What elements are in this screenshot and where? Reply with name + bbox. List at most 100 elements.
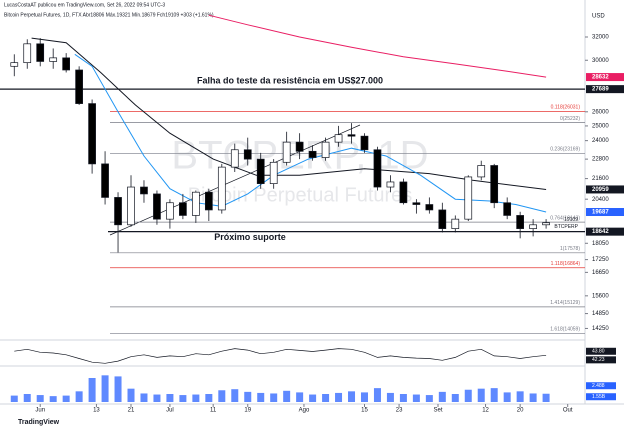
candle-body bbox=[516, 215, 524, 229]
candle-body bbox=[217, 166, 226, 211]
x-tick-label: 11 bbox=[210, 408, 217, 414]
x-tick-label: Set bbox=[433, 408, 442, 414]
candle-body bbox=[412, 202, 421, 205]
y-tick-label: 16650 bbox=[592, 270, 609, 276]
volume-bar bbox=[88, 378, 96, 402]
candle-body bbox=[256, 158, 265, 184]
fib-label: 0(25232) bbox=[560, 116, 580, 122]
candle-body bbox=[114, 197, 122, 226]
moving-average bbox=[208, 14, 547, 78]
candle-body bbox=[140, 186, 148, 195]
candle-body bbox=[529, 224, 537, 229]
volume-bar bbox=[399, 394, 407, 402]
fib-label: 1.414(15129) bbox=[550, 300, 580, 306]
volume-bar bbox=[49, 396, 57, 402]
y-tick-label: 14250 bbox=[592, 326, 609, 332]
candle-body bbox=[425, 204, 434, 211]
y-tick-label: 21600 bbox=[592, 176, 609, 182]
candle-body bbox=[451, 218, 460, 229]
x-tick-label: Jun bbox=[35, 408, 45, 414]
volume-bar bbox=[244, 391, 252, 402]
candle-body bbox=[88, 103, 96, 165]
candle-body bbox=[503, 202, 512, 216]
volume-bar bbox=[270, 393, 278, 402]
volume-bar bbox=[425, 395, 433, 402]
candle-body bbox=[192, 191, 200, 216]
candle-body bbox=[542, 222, 550, 226]
candle-body bbox=[399, 181, 408, 204]
symbol-label: BTCPERP bbox=[554, 224, 578, 230]
watermark-subtitle: Bitcoin Perpetual Futures bbox=[188, 184, 413, 206]
y-tick-label: 22800 bbox=[592, 157, 609, 163]
volume-bar bbox=[179, 395, 187, 402]
candle-body bbox=[243, 149, 252, 160]
volume-bar bbox=[10, 395, 18, 402]
volume-bar bbox=[218, 390, 226, 402]
volume-bar bbox=[257, 392, 265, 402]
volume-bar bbox=[296, 392, 304, 402]
oscillator-line bbox=[14, 348, 547, 364]
volume-bar bbox=[127, 388, 135, 402]
price-box bbox=[586, 208, 624, 217]
volume-bar bbox=[335, 392, 343, 402]
candle-body bbox=[62, 57, 71, 71]
candle-body bbox=[295, 141, 304, 152]
price-box bbox=[586, 73, 624, 82]
volume-bar bbox=[412, 394, 420, 402]
candle-body bbox=[179, 202, 187, 216]
fib-label: 0.764(19143) bbox=[550, 215, 580, 221]
candle-body bbox=[269, 161, 278, 184]
volume-bar bbox=[23, 394, 31, 402]
candle-body bbox=[49, 57, 58, 62]
volume-bar bbox=[516, 391, 524, 402]
volume-bar bbox=[477, 388, 485, 402]
volume-bar bbox=[373, 388, 381, 402]
volume-bar bbox=[231, 389, 239, 402]
volume-bar bbox=[283, 390, 291, 402]
price-box-label: 19687 bbox=[592, 210, 609, 216]
y-tick-label: 15600 bbox=[592, 293, 609, 299]
x-tick-label: 23 bbox=[396, 408, 403, 414]
candle-body bbox=[360, 135, 369, 151]
candle-body bbox=[438, 209, 447, 229]
volume-bar bbox=[166, 394, 174, 402]
candle-body bbox=[36, 43, 45, 62]
volume-marker-label: 1.55B bbox=[592, 394, 606, 400]
y-tick-label: 24000 bbox=[592, 138, 609, 144]
y-tick-label: 32000 bbox=[592, 35, 609, 41]
volume-bar bbox=[192, 394, 200, 402]
candle-body bbox=[321, 141, 330, 158]
x-tick-label: 12 bbox=[482, 408, 489, 414]
candle-body bbox=[334, 134, 343, 143]
annotation-text: Falha do teste da resistência em US$27.0… bbox=[197, 76, 383, 86]
currency: USD bbox=[592, 14, 605, 20]
volume-bar bbox=[322, 394, 330, 402]
x-tick-label: 20 bbox=[517, 408, 524, 414]
x-tick-label: 21 bbox=[128, 408, 135, 414]
price-box-label: 18642 bbox=[592, 229, 609, 235]
volume-bar bbox=[140, 393, 148, 402]
trend-line bbox=[109, 124, 361, 236]
y-tick-label: 18050 bbox=[592, 241, 609, 247]
price-box bbox=[586, 185, 624, 194]
candle-body bbox=[75, 69, 83, 104]
y-tick-label: 17250 bbox=[592, 257, 609, 263]
volume-bar bbox=[36, 395, 44, 402]
x-tick-label: Out bbox=[563, 408, 573, 414]
candle-body bbox=[10, 62, 19, 67]
volume-bar bbox=[205, 394, 213, 402]
volume-bar bbox=[153, 394, 161, 402]
volume-bar bbox=[348, 391, 356, 402]
annotation-text: Próximo suporte bbox=[214, 232, 286, 242]
candle-body bbox=[464, 176, 473, 220]
candle-body bbox=[308, 150, 317, 158]
candle-body bbox=[153, 193, 161, 220]
candle-body bbox=[166, 202, 174, 220]
candle-body bbox=[204, 191, 213, 211]
volume-marker bbox=[586, 382, 616, 390]
x-tick-label: Ago bbox=[299, 408, 310, 414]
volume-bar bbox=[114, 376, 122, 402]
candle-body bbox=[490, 165, 499, 204]
price-box-label: 20959 bbox=[592, 187, 609, 193]
last-price: 19109 bbox=[564, 217, 578, 223]
